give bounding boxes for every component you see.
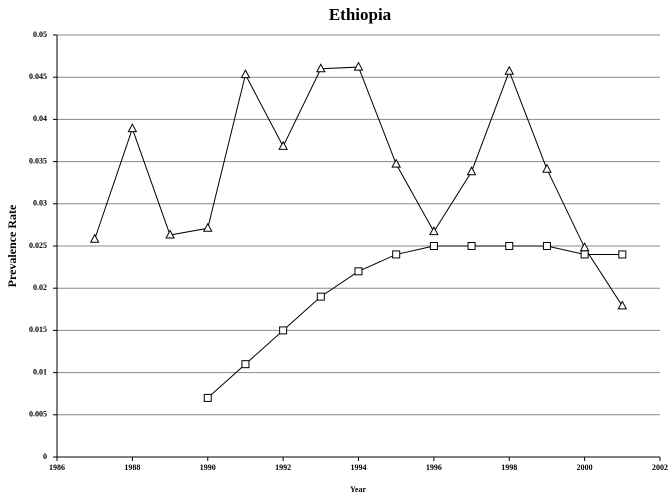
marker	[466, 166, 477, 176]
y-tick-label: 0.005	[29, 410, 47, 419]
series-line	[207, 245, 623, 399]
marker	[467, 242, 476, 250]
marker	[542, 242, 551, 250]
marker	[279, 326, 288, 335]
marker	[127, 123, 138, 133]
marker	[240, 69, 251, 79]
marker	[315, 63, 326, 73]
marker	[579, 242, 590, 252]
x-tick-label: 1996	[426, 463, 442, 472]
y-tick-label: 0.045	[29, 72, 47, 81]
y-tick-label: 0	[43, 452, 47, 461]
y-tick-label: 0.025	[29, 241, 47, 250]
marker	[429, 226, 439, 236]
marker	[542, 163, 552, 173]
x-tick-label: 2002	[652, 463, 668, 472]
x-tick-label: 1998	[501, 463, 517, 472]
marker	[278, 140, 288, 150]
marker	[202, 222, 213, 232]
y-tick-label: 0.01	[33, 367, 47, 376]
x-tick-label: 1994	[351, 463, 367, 472]
x-tick-label: 1992	[275, 463, 291, 472]
chart-title: Ethiopia	[329, 5, 392, 24]
y-tick-label: 0.015	[29, 325, 47, 334]
marker	[505, 242, 514, 250]
marker	[89, 233, 100, 243]
y-tick-label: 0.03	[33, 199, 47, 208]
x-tick-label: 2000	[577, 463, 593, 472]
marker	[429, 242, 438, 250]
marker	[316, 292, 325, 301]
marker	[203, 393, 212, 402]
marker	[618, 250, 627, 259]
y-tick-label: 0.035	[29, 156, 47, 165]
marker	[392, 250, 401, 259]
marker	[353, 61, 364, 71]
marker	[580, 250, 589, 259]
marker	[617, 300, 628, 310]
marker	[165, 229, 175, 239]
marker	[391, 158, 402, 168]
y-tick-label: 0.04	[33, 114, 47, 123]
x-tick-label: 1988	[124, 463, 140, 472]
x-tick-label: 1986	[49, 463, 65, 472]
y-tick-label: 0.02	[33, 283, 47, 292]
marker	[504, 65, 515, 75]
y-tick-label: 0.05	[33, 30, 47, 39]
x-tick-label: 1990	[200, 463, 216, 472]
y-axis-title: Prevalence Rate	[5, 204, 19, 287]
marker	[241, 360, 250, 369]
marker	[354, 267, 363, 276]
x-axis-title: Year	[350, 485, 366, 494]
